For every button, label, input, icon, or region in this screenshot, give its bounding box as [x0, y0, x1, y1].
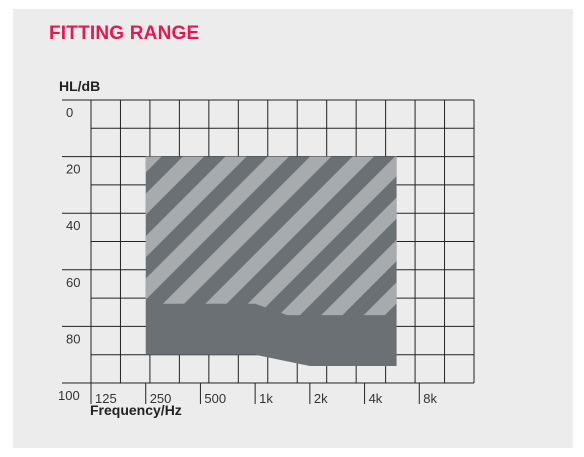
hatched-range-area	[145, 156, 397, 316]
x-tick-label: 1k	[259, 391, 273, 406]
y-tick-label: 100	[58, 388, 80, 403]
x-tick-label: 500	[204, 391, 226, 406]
y-ticks: 0 20 40 60 80 100	[58, 99, 91, 403]
y-tick-label: 40	[66, 218, 80, 233]
x-tick-label: 4k	[369, 391, 383, 406]
y-axis-label: HL/dB	[59, 78, 100, 94]
y-tick-label: 0	[66, 105, 73, 120]
fitting-range-areas	[145, 156, 397, 367]
x-tick-label: 250	[150, 391, 172, 406]
y-tick-label: 20	[66, 162, 80, 177]
y-tick-label: 80	[66, 331, 80, 346]
x-tick-label: 125	[95, 391, 117, 406]
y-tick-label: 60	[66, 275, 80, 290]
x-axis-label: Frequency/Hz	[90, 402, 182, 418]
chart-title: FITTING RANGE	[49, 23, 200, 44]
x-ticks: 125 250 500 1k 2k 4k 8k	[90, 383, 438, 406]
x-tick-label: 8k	[423, 391, 437, 406]
x-tick-label: 2k	[314, 391, 328, 406]
